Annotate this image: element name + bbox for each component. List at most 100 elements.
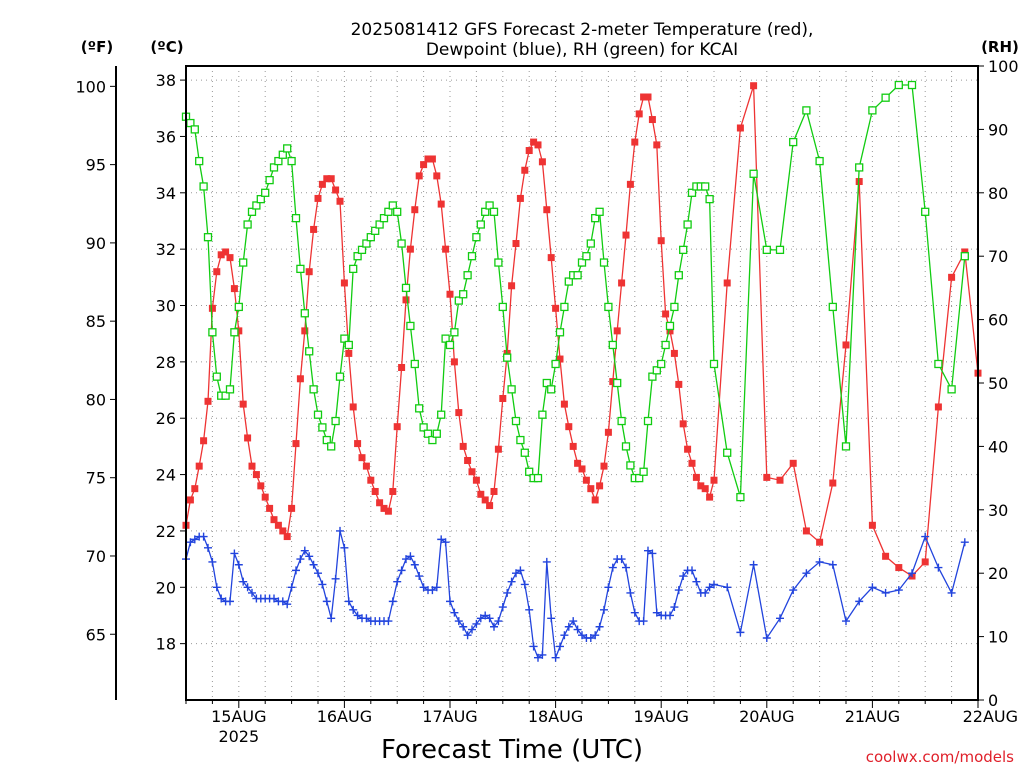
temperature-point (477, 490, 485, 498)
rh-point (252, 201, 261, 210)
temperature-point (340, 279, 348, 287)
time-tick-label: 19AUG (633, 707, 688, 726)
dewpoint-point (459, 622, 468, 631)
time-tick-label: 15AUG (211, 707, 266, 726)
dewpoint-point (287, 583, 296, 592)
temperature-point (556, 355, 564, 363)
rh-tick-label: 40 (988, 437, 1008, 456)
rh-point (555, 328, 565, 337)
dewpoint-point (248, 588, 256, 597)
rh-point (665, 321, 675, 331)
dewpoint-point (309, 560, 318, 569)
temperature-point (565, 423, 573, 431)
temperature-point (626, 180, 634, 188)
dewpoint-point (674, 586, 683, 595)
temperature-point (376, 499, 384, 507)
rh-point (907, 80, 917, 90)
dewpoint-point (428, 586, 437, 595)
temperature-point (481, 496, 489, 504)
rh-point (221, 391, 230, 400)
dewpoint-point (494, 617, 503, 626)
rh-tick-label: 30 (988, 501, 1008, 520)
dewpoint-point (639, 617, 648, 626)
temperature-point (604, 428, 612, 436)
rh-point (463, 271, 472, 280)
rh-point (340, 334, 349, 343)
temperature-point (450, 358, 458, 366)
rh-point (709, 359, 719, 369)
dewpoint-point (789, 586, 798, 595)
rh-point (485, 201, 494, 210)
rh-point (648, 372, 657, 381)
temperature-point (530, 138, 538, 146)
rh-point (269, 163, 279, 172)
rh-series (181, 80, 969, 502)
rh-point (393, 207, 402, 216)
temperature-point (270, 516, 278, 524)
dewpoint-point (432, 583, 441, 592)
temperature-point (226, 254, 234, 262)
rh-tick-label: 80 (988, 184, 1008, 203)
dewpoint-point (947, 588, 956, 597)
rh-point (802, 106, 811, 115)
temperature-point (213, 268, 221, 276)
temperature-point (657, 237, 665, 245)
rh-point (894, 80, 903, 90)
dewpoint-point (894, 586, 903, 595)
rh-point (789, 137, 798, 147)
rh-point (243, 220, 252, 229)
rh-point (960, 252, 969, 261)
rh-tick-label: 70 (988, 247, 1008, 266)
rh-point (639, 467, 648, 476)
rh-point (247, 207, 257, 216)
temperature-point (750, 82, 758, 90)
rh-point (516, 435, 525, 445)
temperature-point (384, 507, 392, 515)
rh-point (542, 378, 551, 388)
dewpoint-point (239, 577, 248, 586)
rh-point (423, 429, 433, 438)
rh-point (366, 233, 375, 242)
dewpoint-point (723, 583, 732, 592)
temperature-point (829, 479, 837, 487)
rh-point (230, 328, 239, 337)
fahrenheit-axis: 65 70 75 80 85 90 95 100 (75, 66, 117, 700)
rh-point (723, 448, 732, 457)
rh-point (652, 366, 661, 375)
rh-point (419, 423, 428, 432)
rh-point (577, 258, 587, 267)
dewpoint-point (296, 555, 305, 564)
time-tick-label: 17AUG (422, 707, 477, 726)
dewpoint-point (336, 526, 344, 535)
rh-point (564, 277, 573, 286)
temperature-point (640, 93, 648, 101)
celsius-tick-label: 26 (156, 409, 176, 428)
celsius-tick-label: 34 (156, 184, 176, 203)
temperature-point (191, 485, 199, 493)
dewpoint-point (190, 535, 199, 544)
time-tick-label: 16AUG (317, 707, 372, 726)
dewpoint-point (573, 625, 582, 634)
rh-point (437, 410, 446, 419)
temperature-point (644, 93, 652, 101)
fahrenheit-tick-label: 85 (86, 312, 106, 331)
temperature-point (222, 248, 230, 256)
dewpoint-point (762, 634, 771, 643)
temperature-point (547, 254, 555, 262)
rh-point (511, 416, 521, 426)
rh-point (626, 461, 635, 470)
temperature-point (274, 521, 282, 529)
rh-point (573, 271, 582, 280)
temperature-point (464, 456, 472, 464)
dewpoint-point (617, 555, 626, 564)
dewpoint-point (503, 588, 512, 597)
rh-point (687, 188, 697, 197)
rh-point (335, 372, 345, 381)
rh-point (586, 239, 595, 248)
temperature-point (252, 471, 260, 479)
rh-point (450, 328, 459, 337)
dewpoint-point (705, 583, 714, 592)
rh-point (617, 416, 626, 426)
temperature-point (411, 206, 419, 214)
